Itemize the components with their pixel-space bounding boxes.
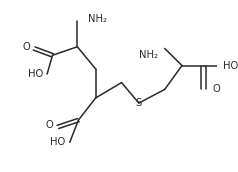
- Text: HO: HO: [50, 137, 65, 147]
- Text: O: O: [46, 120, 54, 130]
- Text: HO: HO: [28, 69, 43, 79]
- Text: O: O: [212, 84, 220, 94]
- Text: NH₂: NH₂: [88, 14, 107, 24]
- Text: HO: HO: [223, 61, 238, 71]
- Text: O: O: [22, 42, 30, 52]
- Text: NH₂: NH₂: [139, 50, 158, 60]
- Text: S: S: [136, 98, 142, 108]
